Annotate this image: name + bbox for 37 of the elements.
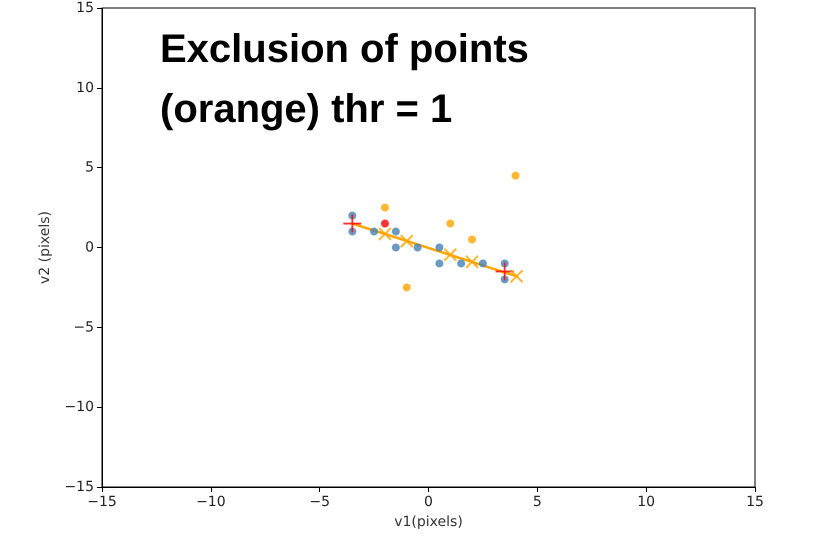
point	[512, 172, 520, 180]
x-tick-label: −5	[309, 494, 330, 510]
x-tick-label: −10	[196, 494, 226, 510]
text: Exclusion of points (orange) thr = 1	[160, 27, 540, 131]
point	[402, 283, 411, 292]
y-tick-label: 0	[85, 240, 94, 256]
point	[392, 228, 400, 236]
point	[370, 228, 378, 236]
y-tick-label: −15	[64, 479, 94, 495]
y-tick-label: −10	[64, 399, 94, 416]
point	[414, 244, 422, 252]
point	[465, 254, 480, 269]
point	[468, 236, 476, 244]
point	[446, 220, 454, 228]
point	[400, 234, 414, 248]
point	[478, 259, 487, 268]
point	[435, 244, 444, 252]
point	[510, 269, 524, 284]
y-axis-title: v2 (pixels)	[37, 211, 53, 284]
point	[380, 204, 389, 212]
x-tick-label: 15	[746, 494, 764, 510]
x-tick-label: 10	[637, 494, 656, 510]
y-tick-label: 5	[85, 160, 94, 176]
point	[496, 262, 514, 280]
point	[343, 214, 362, 233]
point	[392, 244, 400, 252]
y-tick-label: 15	[76, 0, 94, 16]
y-tick-label: 10	[76, 80, 94, 96]
point	[378, 226, 392, 241]
x-axis-title: v1(pixels)	[394, 514, 463, 530]
x-tick-label: 5	[532, 494, 542, 510]
point	[443, 248, 458, 262]
point	[380, 220, 389, 228]
x-tick-label: 0	[424, 494, 433, 510]
point	[435, 259, 444, 268]
y-tick-label: −5	[73, 319, 94, 336]
point	[457, 259, 466, 268]
